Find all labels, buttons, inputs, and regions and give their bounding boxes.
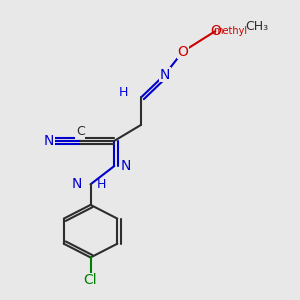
Text: N: N — [71, 177, 82, 191]
Text: N: N — [121, 159, 131, 173]
Text: N: N — [160, 68, 170, 82]
Text: methyl: methyl — [213, 26, 247, 36]
Text: O: O — [210, 24, 221, 38]
Text: CH₃: CH₃ — [245, 20, 268, 33]
Text: C: C — [76, 125, 85, 138]
Text: O: O — [177, 45, 188, 59]
Text: Cl: Cl — [84, 273, 98, 287]
Text: H: H — [118, 86, 128, 99]
Text: H: H — [97, 178, 106, 191]
Text: N: N — [44, 134, 54, 148]
